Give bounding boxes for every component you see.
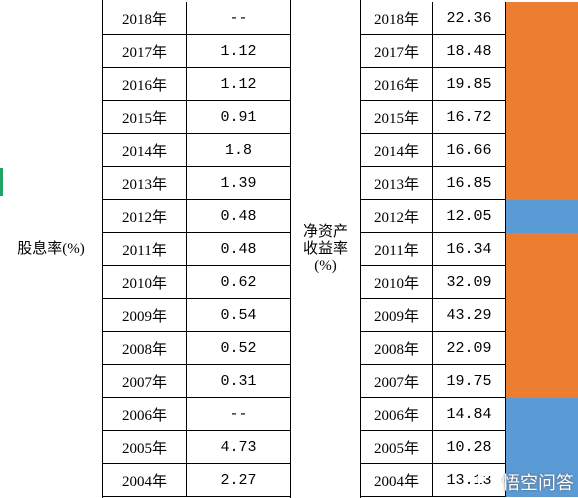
watermark-text: 悟空问答: [502, 473, 574, 494]
value-cell: 18.48: [433, 35, 506, 68]
value-cell: 12.05: [433, 200, 506, 233]
year-cell: 2005年: [361, 431, 433, 464]
color-cell: [506, 332, 578, 365]
value-cell: 22.36: [433, 2, 506, 35]
year-cell: 2007年: [103, 365, 187, 398]
color-cell: [506, 167, 578, 200]
watermark-icon: [478, 474, 500, 493]
value-cell: 10.28: [433, 431, 506, 464]
value-cell: 0.62: [187, 266, 291, 299]
value-cell: --: [187, 2, 291, 35]
label-line: 净资产: [302, 223, 348, 240]
label-line: (%): [314, 257, 337, 274]
watermark: 悟空问答: [476, 469, 574, 495]
value-cell: 22.09: [433, 332, 506, 365]
color-cell: [506, 2, 578, 35]
year-cell: 2018年: [361, 2, 433, 35]
year-cell: 2007年: [361, 365, 433, 398]
year-cell: 2008年: [361, 332, 433, 365]
color-cell: [506, 464, 578, 497]
color-cell: [506, 101, 578, 134]
year-cell: 2014年: [361, 134, 433, 167]
year-cell: 2010年: [103, 266, 187, 299]
value-cell: 0.54: [187, 299, 291, 332]
color-cell: [506, 233, 578, 266]
value-cell: 16.85: [433, 167, 506, 200]
value-cell: 0.52: [187, 332, 291, 365]
year-cell: 2009年: [361, 299, 433, 332]
year-cell: 2006年: [361, 398, 433, 431]
year-cell: 2011年: [103, 233, 187, 266]
value-cell: 19.85: [433, 68, 506, 101]
color-cell: [506, 266, 578, 299]
color-cell: [506, 398, 578, 431]
value-cell: 16.34: [433, 233, 506, 266]
value-cell: 1.8: [187, 134, 291, 167]
year-cell: 2012年: [361, 200, 433, 233]
year-cell: 2009年: [103, 299, 187, 332]
year-cell: 2017年: [103, 35, 187, 68]
year-cell: 2013年: [361, 167, 433, 200]
green-marker: [0, 168, 3, 196]
year-cell: 2014年: [103, 134, 187, 167]
year-cell: 2013年: [103, 167, 187, 200]
year-cell: 2016年: [361, 68, 433, 101]
value-cell: 1.39: [187, 167, 291, 200]
value-cell: 0.48: [187, 200, 291, 233]
left-label: 股息率(%): [0, 0, 103, 498]
year-cell: 2010年: [361, 266, 433, 299]
year-cell: 2005年: [103, 431, 187, 464]
color-cell: [506, 35, 578, 68]
value-cell: 16.72: [433, 101, 506, 134]
year-cell: 2017年: [361, 35, 433, 68]
color-cell: [506, 134, 578, 167]
value-cell: 19.75: [433, 365, 506, 398]
year-cell: 2006年: [103, 398, 187, 431]
year-cell: 2015年: [103, 101, 187, 134]
year-cell: 2012年: [103, 200, 187, 233]
color-cell: [506, 365, 578, 398]
value-cell: --: [187, 398, 291, 431]
value-cell: 0.31: [187, 365, 291, 398]
value-cell: 16.66: [433, 134, 506, 167]
year-cell: 2011年: [361, 233, 433, 266]
year-cell: 2018年: [103, 2, 187, 35]
year-cell: 2015年: [361, 101, 433, 134]
value-cell: 4.73: [187, 431, 291, 464]
color-cell: [506, 200, 578, 233]
value-cell: 32.09: [433, 266, 506, 299]
year-cell: 2004年: [361, 464, 433, 497]
value-cell: 14.84: [433, 398, 506, 431]
right-label: 净资产 收益率 (%): [290, 0, 361, 498]
value-cell: 0.48: [187, 233, 291, 266]
value-cell: 43.29: [433, 299, 506, 332]
label-line: 收益率: [302, 240, 348, 257]
year-cell: 2008年: [103, 332, 187, 365]
year-cell: 2004年: [103, 464, 187, 497]
value-cell: 0.91: [187, 101, 291, 134]
color-cell: [506, 299, 578, 332]
value-cell: 1.12: [187, 68, 291, 101]
year-cell: 2016年: [103, 68, 187, 101]
value-cell: 2.27: [187, 464, 291, 497]
color-cell: [506, 68, 578, 101]
value-cell: 1.12: [187, 35, 291, 68]
color-cell: [506, 431, 578, 464]
